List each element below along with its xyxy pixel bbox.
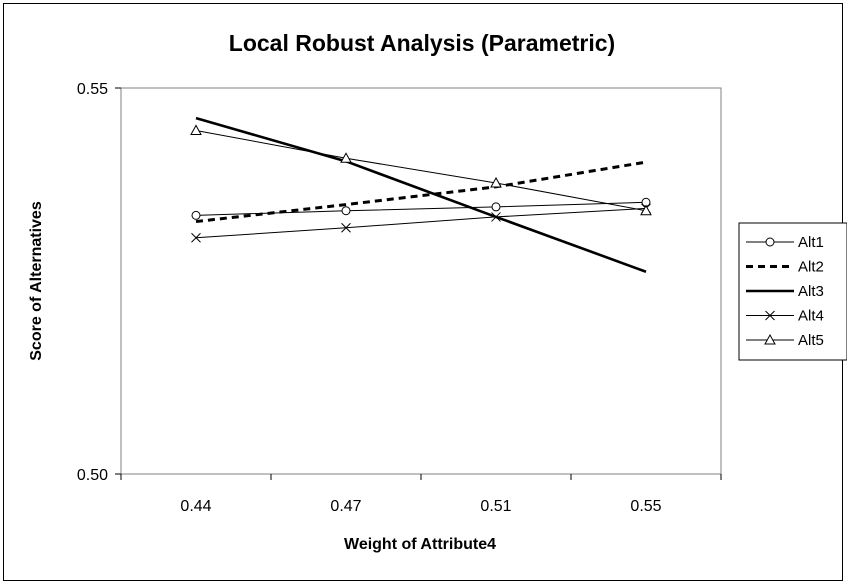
y-axis-label: Score of Alternatives — [28, 201, 45, 361]
y-tick-label: 0.50 — [77, 467, 108, 484]
legend-marker-alt4 — [765, 310, 775, 321]
series-layer — [190, 116, 652, 273]
x-tick-label: 0.44 — [180, 498, 211, 515]
legend-label-alt2: Alt2 — [798, 259, 824, 276]
data-point-alt1 — [341, 206, 351, 216]
x-marker-stroke — [765, 310, 775, 321]
x-marker-stroke — [191, 232, 201, 243]
data-point-alt1 — [491, 202, 501, 212]
legend-label-alt1: Alt1 — [798, 234, 824, 251]
legend: Alt1 Alt2 Alt3 Alt4 Alt5 — [746, 234, 824, 349]
data-point-alt4 — [491, 212, 501, 222]
series-line-alt3 — [195, 116, 647, 273]
data-point-alt5 — [640, 204, 652, 216]
x-marker-stroke — [491, 212, 501, 222]
legend-label-alt3: Alt3 — [798, 283, 824, 300]
legend-label-alt5: Alt5 — [798, 332, 824, 349]
plot-area — [120, 87, 722, 475]
data-point-alt5 — [490, 176, 502, 188]
data-point-alt4 — [341, 222, 351, 233]
data-point-alt5 — [340, 152, 352, 163]
x-tick-label: 0.51 — [480, 498, 511, 515]
data-point-alt1 — [191, 210, 201, 220]
legend-marker-alt1 — [765, 237, 775, 247]
data-point-alt5 — [190, 124, 202, 135]
series-line-alt5 — [195, 129, 647, 212]
series-line-alt2 — [195, 160, 647, 224]
x-marker-stroke — [341, 222, 351, 233]
x-tick-label: 0.47 — [330, 498, 361, 515]
legend-label-alt4: Alt4 — [798, 308, 824, 325]
series-line-alt4 — [195, 207, 647, 239]
x-axis: 0.44 0.47 0.51 0.55 — [120, 474, 722, 515]
x-axis-label: Weight of Attribute4 — [344, 536, 496, 553]
y-axis: 0.50 0.55 — [77, 81, 121, 484]
chart-title: Local Robust Analysis (Parametric) — [229, 30, 615, 56]
x-tick-label: 0.55 — [630, 498, 661, 515]
legend-marker-alt5 — [764, 333, 776, 345]
data-point-alt4 — [191, 232, 201, 243]
y-tick-label: 0.55 — [77, 81, 108, 98]
